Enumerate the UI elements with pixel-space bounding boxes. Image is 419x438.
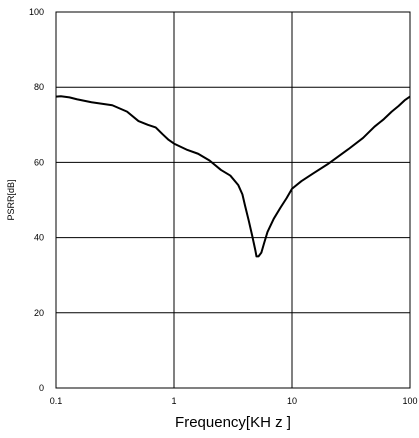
- y-tick-label: 0: [39, 383, 44, 393]
- plot-frame: [55, 11, 411, 389]
- y-tick-labels: 0 20 40 60 80 100: [29, 7, 44, 393]
- x-tick-label: 1: [171, 396, 176, 406]
- x-tick-label: 0.1: [50, 396, 63, 406]
- y-tick-label: 80: [34, 82, 44, 92]
- x-tick-label: 10: [287, 396, 297, 406]
- y-axis-label: PSRR[dB]: [6, 179, 16, 220]
- x-axis-label: Frequency[KH z ]: [175, 414, 291, 431]
- x-tick-labels: 0.1 1 10 100: [50, 396, 418, 406]
- psrr-curve: [55, 95, 411, 258]
- y-tick-label: 100: [29, 7, 44, 17]
- y-tick-label: 40: [34, 233, 44, 243]
- x-tick-label: 100: [402, 396, 417, 406]
- y-tick-label: 20: [34, 308, 44, 318]
- grid: [56, 12, 410, 388]
- y-tick-label: 60: [34, 157, 44, 167]
